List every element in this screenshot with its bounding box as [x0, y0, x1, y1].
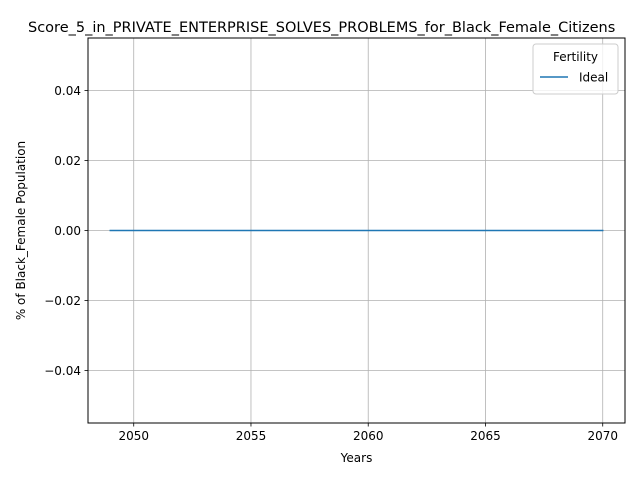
- chart-title: Score_5_in_PRIVATE_ENTERPRISE_SOLVES_PRO…: [28, 20, 615, 36]
- legend: Fertility Ideal: [532, 43, 619, 95]
- y-tick-label: −0.04: [44, 364, 81, 378]
- legend-box: [532, 43, 619, 95]
- legend-title: Fertility: [553, 50, 598, 64]
- y-tick-label: −0.02: [44, 294, 81, 308]
- y-tick-label: 0.02: [54, 154, 81, 168]
- y-tick-label: 0.04: [54, 84, 81, 98]
- y-axis-ticks: −0.04 −0.02 0.00 0.02 0.04: [44, 84, 88, 378]
- x-axis-ticks: 2050 2055 2060 2065 2070: [118, 423, 618, 443]
- y-tick-label: 0.00: [54, 224, 81, 238]
- y-axis-label: % of Black_Female Population: [14, 141, 28, 320]
- legend-label: Ideal: [579, 70, 608, 84]
- x-tick-label: 2070: [587, 429, 618, 443]
- legend-entries: Ideal: [540, 70, 608, 84]
- x-tick-label: 2065: [470, 429, 501, 443]
- x-tick-label: 2060: [353, 429, 384, 443]
- x-tick-label: 2050: [118, 429, 149, 443]
- x-axis-label: Years: [340, 451, 373, 465]
- x-tick-label: 2055: [236, 429, 267, 443]
